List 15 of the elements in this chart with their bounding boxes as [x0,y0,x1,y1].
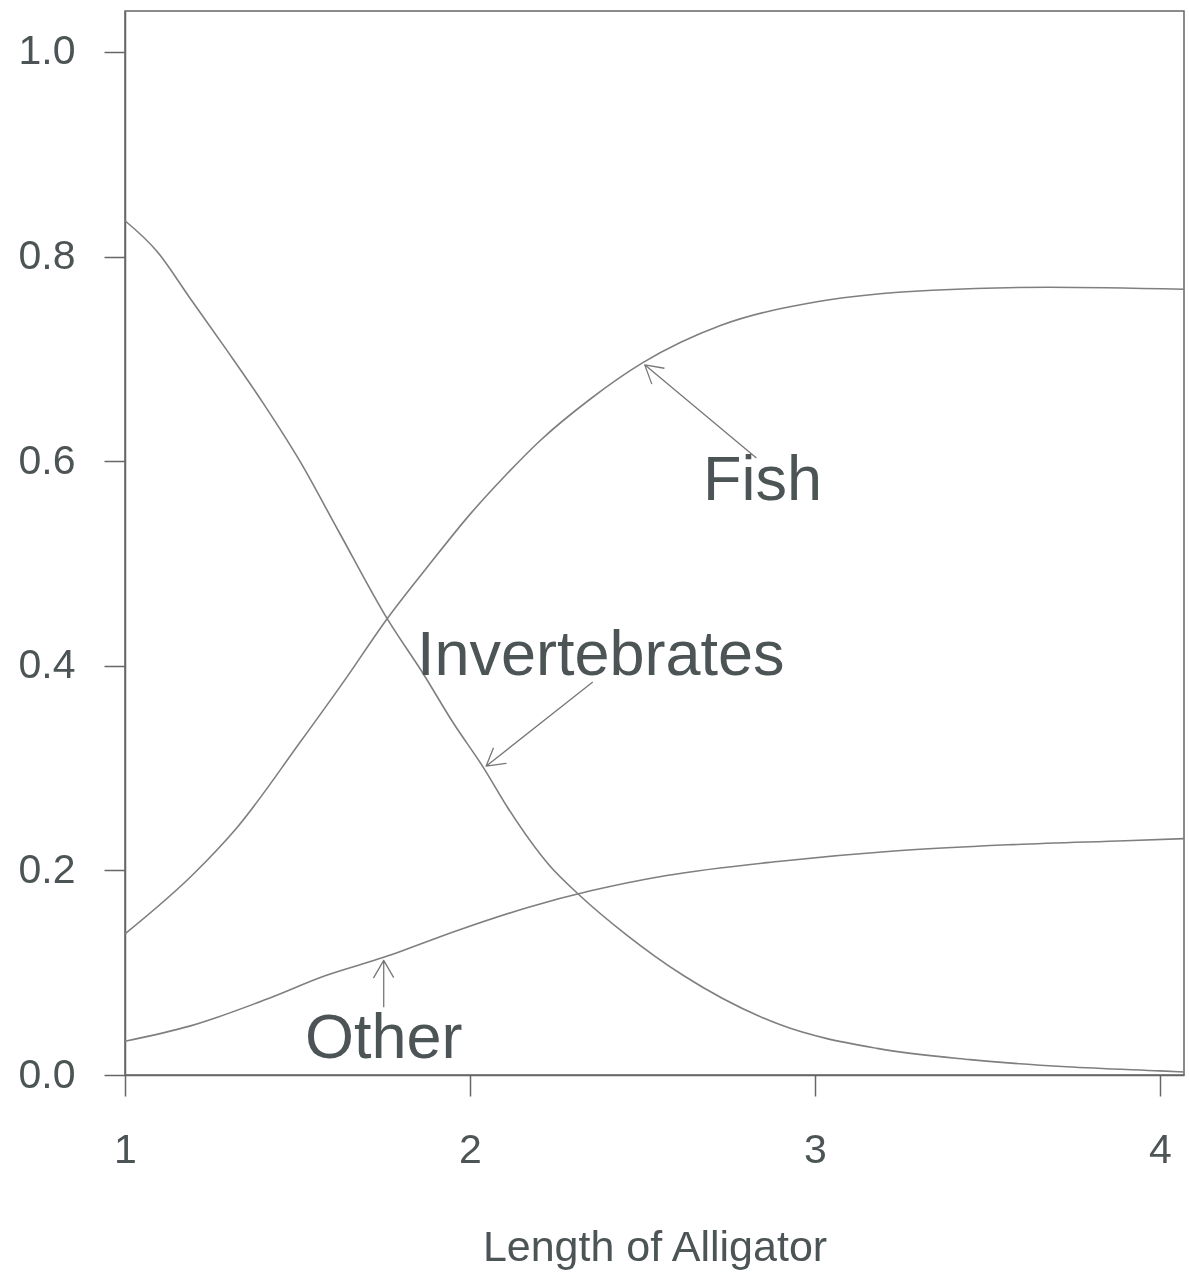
annotation: Other [304,1001,463,1072]
annotation: Invertebrates [416,618,785,689]
y-tick-label: 0.0 [18,1050,76,1097]
y-tick-label: 0.8 [18,232,76,279]
line-series [124,219,1185,1073]
y-tick-label: 0.4 [18,641,76,688]
x-tick-label: 3 [804,1125,827,1172]
x-tick-label: 1 [114,1125,137,1172]
x-tick-label: 2 [459,1125,482,1172]
y-tick-label: 0.2 [18,845,76,892]
x-tick-label: 4 [1148,1125,1172,1172]
x-axis-title: Length of Alligator [482,1221,828,1270]
annotation: Fish [702,442,822,513]
y-tick-label: 1.0 [18,27,76,74]
y-tick-label: 0.6 [18,436,76,483]
